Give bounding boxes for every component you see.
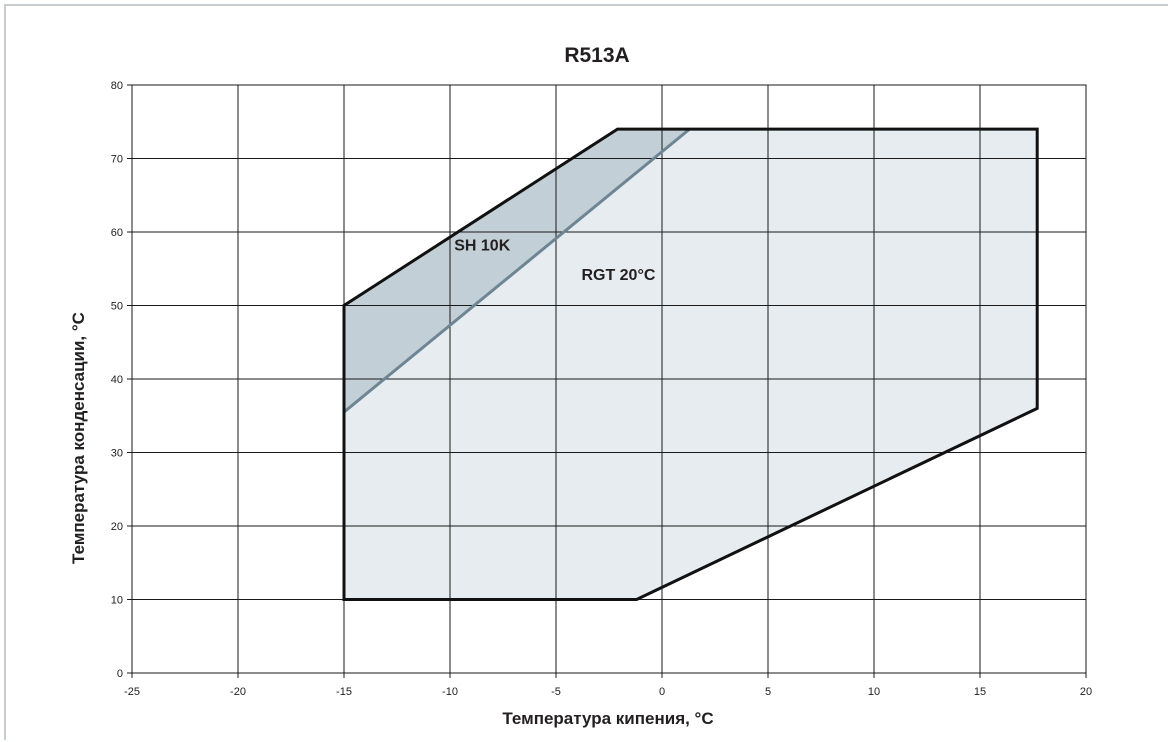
region-fill-1 [344, 129, 1038, 600]
envelope-outline [342, 127, 1039, 601]
y-tick-label: 10 [111, 595, 123, 607]
x-axis-ticks: -25 -20 -15 -10 -5 0 5 10 15 20 [124, 673, 1092, 698]
x-tick-label: 15 [974, 686, 986, 698]
x-tick-label: 0 [659, 686, 665, 698]
chart-title: R513A [564, 44, 629, 67]
annotation-1: SH 10K [454, 237, 510, 254]
x-axis-label: Температура кипения, °C [502, 709, 713, 728]
x-tick-label: -25 [124, 686, 140, 698]
y-tick-label: 80 [111, 80, 123, 92]
x-tick-label: -20 [230, 686, 246, 698]
sh-boundary-line [343, 127, 691, 414]
y-tick-label: 20 [111, 521, 123, 533]
y-tick-label: 60 [111, 227, 123, 239]
plot-area: SH 10K RGT 20°C [131, 84, 1087, 674]
x-tick-label: 20 [1080, 686, 1092, 698]
y-tick-label: 30 [111, 448, 123, 460]
y-axis-label: Температура конденсации, °C [69, 312, 88, 564]
chart-frame [4, 4, 1168, 740]
y-tick-label: 40 [111, 374, 123, 386]
y-tick-label: 70 [111, 154, 123, 166]
annotation-2: RGT 20°C [581, 267, 655, 284]
y-axis-ticks: 0 10 20 30 40 50 60 70 80 [111, 80, 132, 680]
x-tick-label: -5 [551, 686, 561, 698]
y-tick-label: 0 [117, 668, 123, 680]
x-tick-label: -10 [442, 686, 458, 698]
x-tick-label: 10 [868, 686, 880, 698]
x-tick-label: -15 [336, 686, 352, 698]
y-tick-label: 50 [111, 301, 123, 313]
x-tick-label: 5 [765, 686, 771, 698]
